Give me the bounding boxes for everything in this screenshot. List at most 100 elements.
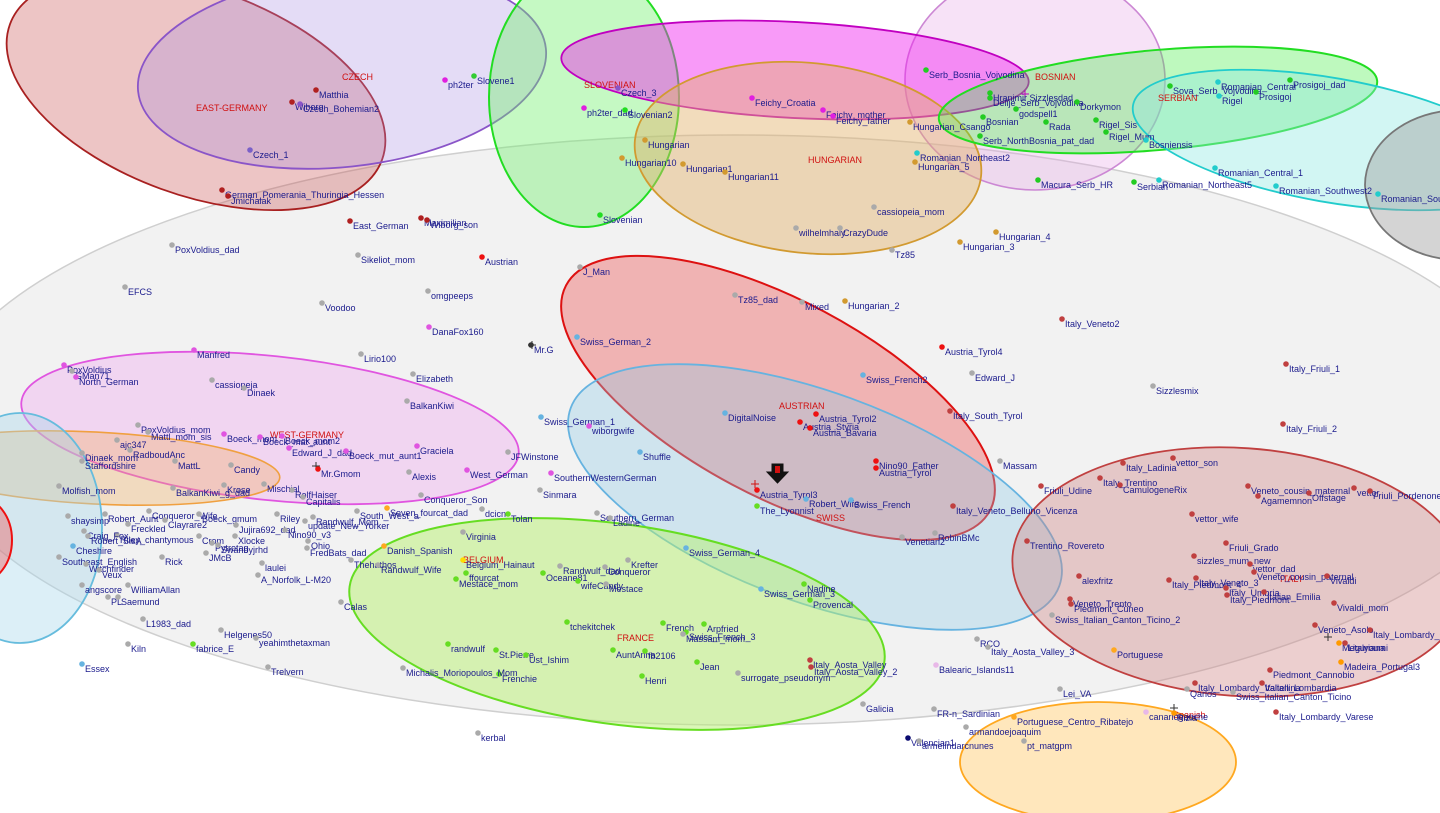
- sample-dot[interactable]: [1057, 686, 1063, 692]
- sample-point[interactable]: FredBats_dad: [304, 545, 367, 558]
- sample-dot[interactable]: [1192, 680, 1198, 686]
- sample-dot[interactable]: [1251, 569, 1257, 575]
- sample-dot[interactable]: [912, 159, 918, 165]
- sample-point[interactable]: Italy_Lombardy_Varese: [1273, 709, 1373, 722]
- sample-dot[interactable]: [1223, 585, 1229, 591]
- sample-point[interactable]: Mestace: [603, 581, 643, 594]
- sample-point[interactable]: Romanian_Northeast5: [1156, 177, 1252, 190]
- sample-point[interactable]: Wiborg_son: [424, 217, 478, 230]
- sample-point[interactable]: Elizabeth: [410, 371, 453, 384]
- sample-dot[interactable]: [1049, 612, 1055, 618]
- sample-dot[interactable]: [1324, 573, 1330, 579]
- sample-point[interactable]: Clayrare2: [162, 517, 207, 530]
- sample-dot[interactable]: [1247, 561, 1253, 567]
- sample-dot[interactable]: [842, 298, 848, 304]
- sample-point[interactable]: Veneto_Asolo: [1312, 622, 1374, 635]
- sample-point[interactable]: Swiss_French2: [860, 372, 928, 385]
- sample-point[interactable]: Saemund: [115, 594, 160, 607]
- sample-point[interactable]: Maximilian: [418, 215, 467, 228]
- sample-point[interactable]: Mischial: [261, 481, 300, 494]
- sample-dot[interactable]: [56, 554, 62, 560]
- sample-point[interactable]: laulei: [259, 560, 286, 573]
- sample-dot[interactable]: [319, 300, 325, 306]
- sample-dot[interactable]: [196, 511, 202, 517]
- sample-point[interactable]: Witchfinder: [83, 561, 134, 574]
- sample-point[interactable]: armandoejoaquim: [963, 724, 1041, 737]
- sample-dot[interactable]: [460, 529, 466, 535]
- sample-dot[interactable]: [343, 448, 349, 454]
- sample-point[interactable]: Tz85_dad: [732, 292, 778, 305]
- sample-point[interactable]: surrogate_pseudonym: [735, 670, 831, 683]
- sample-point[interactable]: Massam_mom: [680, 631, 745, 644]
- sample-point[interactable]: WilliamAllan: [125, 582, 180, 595]
- sample-point[interactable]: Edward_J: [969, 370, 1015, 383]
- sample-dot[interactable]: [445, 641, 451, 647]
- sample-dot[interactable]: [1223, 540, 1229, 546]
- sample-dot[interactable]: [1131, 179, 1137, 185]
- sample-dot[interactable]: [801, 581, 807, 587]
- sample-dot[interactable]: [732, 292, 738, 298]
- sample-dot[interactable]: [916, 738, 922, 744]
- sample-point[interactable]: Krefter: [625, 557, 658, 570]
- sample-point[interactable]: Matthia: [313, 87, 349, 100]
- sample-dot[interactable]: [1024, 538, 1030, 544]
- sample-point[interactable]: Italy_Piedmont_4: [1166, 577, 1242, 590]
- sample-dot[interactable]: [594, 510, 600, 516]
- sample-point[interactable]: Jean: [694, 659, 720, 672]
- sample-point[interactable]: Italy_Lombardy_C: [1367, 627, 1440, 640]
- sample-dot[interactable]: [221, 431, 227, 437]
- sample-dot[interactable]: [848, 497, 854, 503]
- sample-dot[interactable]: [660, 620, 666, 626]
- sample-point[interactable]: Ohio: [305, 538, 330, 551]
- sample-point[interactable]: Austria_Styria: [797, 419, 859, 432]
- sample-dot[interactable]: [873, 465, 879, 471]
- sample-dot[interactable]: [957, 239, 963, 245]
- sample-dot[interactable]: [1074, 99, 1080, 105]
- sample-point[interactable]: German_Pomerania_Thuringia_Hessen: [219, 187, 384, 200]
- sample-point[interactable]: Graciela: [414, 443, 454, 456]
- sample-dot[interactable]: [505, 449, 511, 455]
- sample-point[interactable]: Robert_Wife: [803, 496, 859, 509]
- sample-dot[interactable]: [873, 458, 879, 464]
- sample-dot[interactable]: [190, 641, 196, 647]
- sample-point[interactable]: Macura_Serb_HR: [1035, 177, 1114, 190]
- sample-dot[interactable]: [73, 374, 79, 380]
- sample-dot[interactable]: [1273, 183, 1279, 189]
- sample-point[interactable]: Venetian2: [899, 534, 945, 547]
- sample-dot[interactable]: [722, 410, 728, 416]
- sample-point[interactable]: RobinBMc: [932, 530, 980, 543]
- sample-point[interactable]: Boeck_mom: [221, 431, 277, 444]
- sample-dot[interactable]: [418, 215, 424, 221]
- sample-dot[interactable]: [837, 225, 843, 231]
- sample-point[interactable]: Randwulf_dad: [557, 563, 621, 576]
- sample-dot[interactable]: [358, 351, 364, 357]
- sample-point[interactable]: vettor_wife: [1189, 511, 1239, 524]
- sample-point[interactable]: J_Man: [577, 264, 610, 277]
- sample-point[interactable]: Frenchie: [496, 671, 537, 684]
- sample-dot[interactable]: [597, 212, 603, 218]
- sample-point[interactable]: Metalyoumi: [1336, 640, 1388, 653]
- sample-dot[interactable]: [218, 627, 224, 633]
- sample-point[interactable]: Italy_South_Tyrol: [947, 408, 1023, 421]
- sample-dot[interactable]: [426, 324, 432, 330]
- sample-point[interactable]: Italy_Aosta_Valley: [807, 657, 887, 670]
- sample-dot[interactable]: [384, 505, 390, 511]
- sample-point[interactable]: Freckled: [125, 521, 166, 534]
- sample-dot[interactable]: [159, 554, 165, 560]
- sample-point[interactable]: Riley_chantymous: [114, 532, 194, 545]
- sample-dot[interactable]: [289, 99, 295, 105]
- sample-dot[interactable]: [947, 408, 953, 414]
- sample-point[interactable]: update_New_Yorker: [302, 518, 389, 531]
- sample-dot[interactable]: [974, 636, 980, 642]
- sample-point[interactable]: Italy_Veneto2: [1059, 316, 1120, 329]
- sample-point[interactable]: Sinmara: [537, 487, 577, 500]
- sample-point[interactable]: Danish_Spanish: [381, 543, 453, 556]
- sample-point[interactable]: Valencian1: [905, 735, 955, 748]
- sample-point[interactable]: West_German: [464, 467, 528, 480]
- sample-dot[interactable]: [479, 254, 485, 260]
- sample-point[interactable]: Hungarian10: [619, 155, 677, 168]
- sample-point[interactable]: Edward_J_dad: [286, 445, 352, 458]
- sample-point[interactable]: Michalis_Moriopoulos_Mom: [400, 665, 518, 678]
- sample-point[interactable]: Essex: [79, 661, 110, 674]
- sample-dot[interactable]: [191, 347, 197, 353]
